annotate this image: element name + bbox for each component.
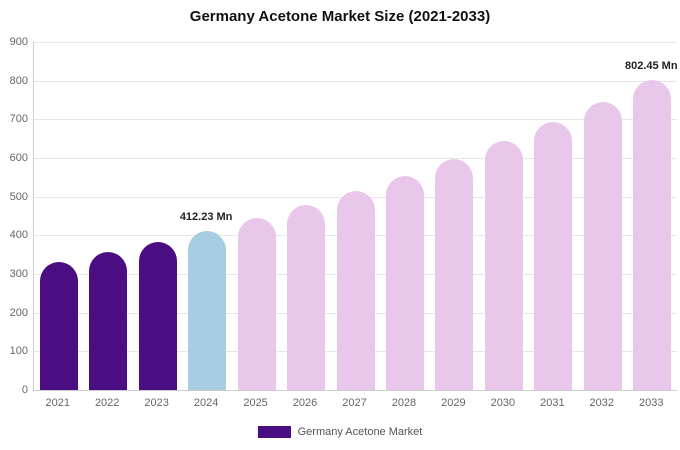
x-tick-label-2031: 2031	[540, 397, 565, 409]
gridline-700	[34, 119, 677, 121]
y-tick-label-200: 200	[9, 306, 28, 319]
x-tick-label-2029: 2029	[441, 397, 466, 409]
y-tick-label-900: 900	[9, 36, 28, 48]
x-tick-label-2022: 2022	[94, 397, 120, 409]
bar-2026	[287, 205, 326, 390]
bar-2027	[336, 190, 375, 390]
x-tick-label-2024: 2024	[193, 397, 219, 409]
y-tick-label-500: 500	[9, 190, 28, 203]
bar-2028	[385, 175, 424, 390]
x-tick-label-2030: 2030	[490, 397, 516, 409]
chart-title: Germany Acetone Market Size (2021-2033)	[189, 8, 491, 25]
bar-2025	[237, 218, 276, 390]
legend-swatch	[257, 426, 291, 438]
x-tick-label-2023: 2023	[144, 397, 169, 409]
y-tick-label-100: 100	[9, 345, 28, 358]
bar-2021	[39, 262, 78, 390]
y-tick-label-700: 700	[9, 113, 28, 126]
bar-value-label-2033: 802.45 Mn	[624, 59, 678, 72]
bar-2033	[633, 79, 672, 390]
x-tick-label-2026: 2026	[292, 397, 318, 409]
legend: Germany Acetone Market	[0, 426, 680, 438]
y-tick-label-400: 400	[9, 229, 28, 242]
x-tick-label-2027: 2027	[342, 397, 367, 409]
y-tick-label-600: 600	[9, 152, 28, 164]
gridline-800	[34, 80, 677, 82]
bar-2031	[534, 122, 573, 390]
bar-2030	[484, 141, 523, 390]
x-tick-label-2028: 2028	[391, 397, 417, 409]
y-tick-label-800: 800	[9, 74, 28, 87]
bar-2032	[583, 101, 622, 390]
x-tick-label-2033: 2033	[639, 397, 664, 409]
bar-value-label-2024: 412.23 Mn	[179, 210, 233, 223]
x-tick-label-2021: 2021	[45, 397, 70, 409]
bar-2024	[188, 230, 227, 390]
x-tick-label-2032: 2032	[589, 397, 615, 409]
bar-2029	[435, 159, 474, 390]
legend-label: Germany Acetone Market	[297, 426, 423, 438]
gridline-900	[34, 42, 677, 43]
plot-area	[33, 42, 677, 391]
bar-2022	[89, 252, 128, 390]
y-tick-label-300: 300	[9, 268, 28, 280]
gridline-600	[34, 158, 677, 159]
bar-2023	[138, 241, 177, 390]
y-tick-label-0: 0	[21, 384, 28, 396]
x-tick-label-2025: 2025	[243, 397, 268, 409]
